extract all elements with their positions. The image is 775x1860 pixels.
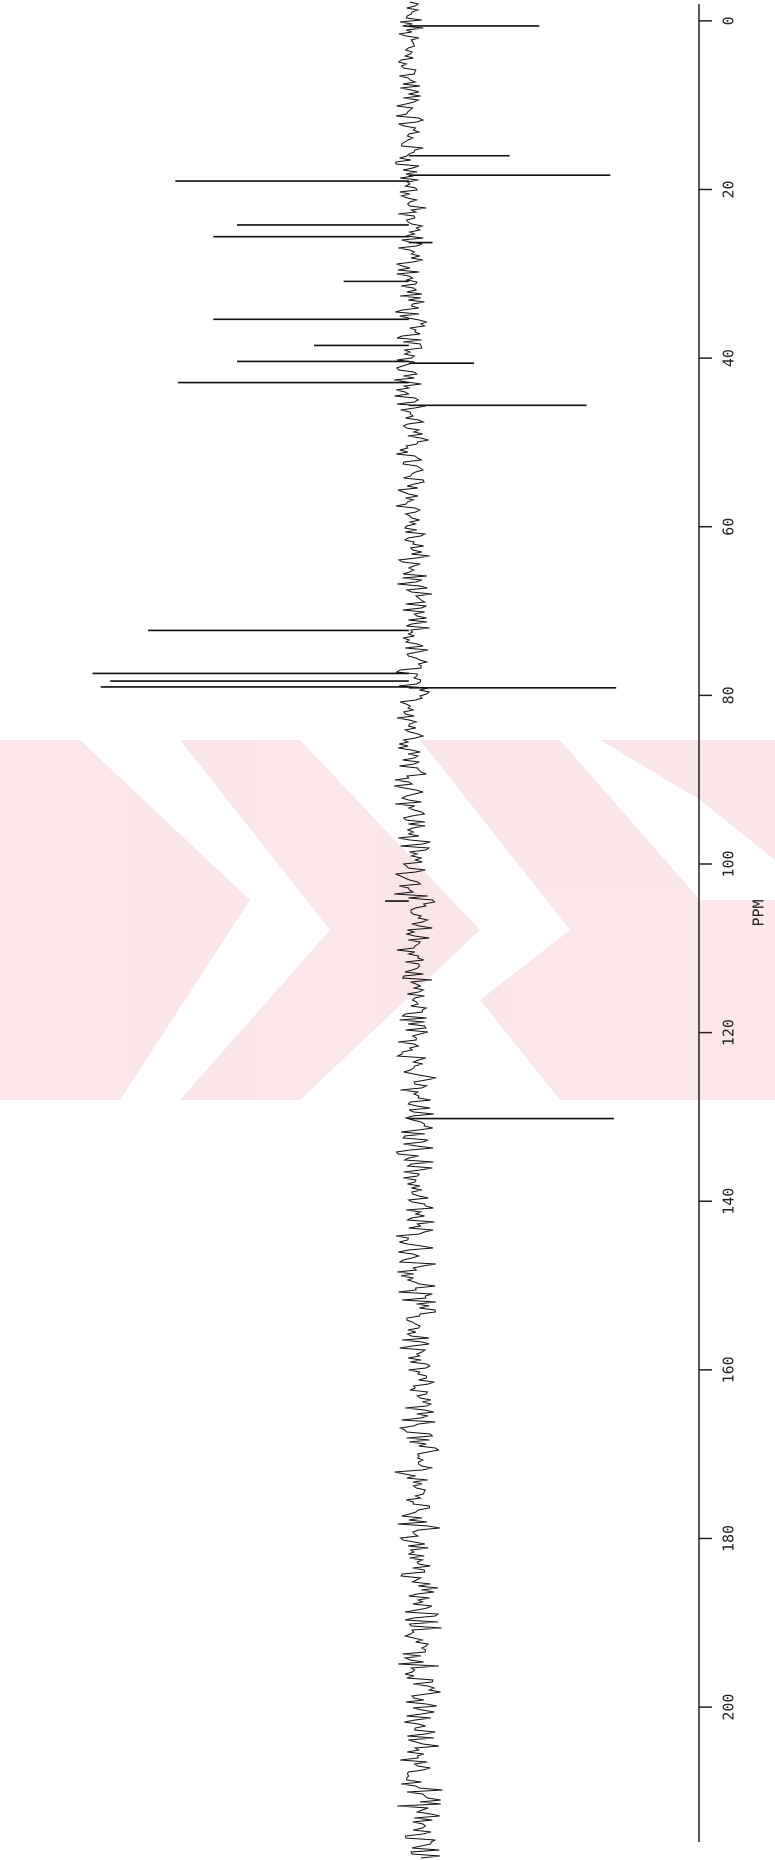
baseline-noise	[394, 1, 443, 1859]
x-tick-label: 40	[720, 349, 738, 367]
x-tick-label: 0	[720, 16, 738, 25]
x-tick-label: 120	[720, 1019, 738, 1046]
x-tick-label: 100	[720, 850, 738, 877]
x-tick-label: 80	[720, 686, 738, 704]
x-tick-label: 60	[720, 518, 738, 536]
x-tick-label: 180	[720, 1525, 738, 1552]
x-axis-label: PPM	[750, 899, 768, 926]
x-tick-label: 140	[720, 1188, 738, 1215]
x-tick-label: 160	[720, 1356, 738, 1383]
x-tick-label: 20	[720, 180, 738, 198]
x-tick-label: 200	[720, 1694, 738, 1721]
watermark	[0, 740, 775, 1100]
